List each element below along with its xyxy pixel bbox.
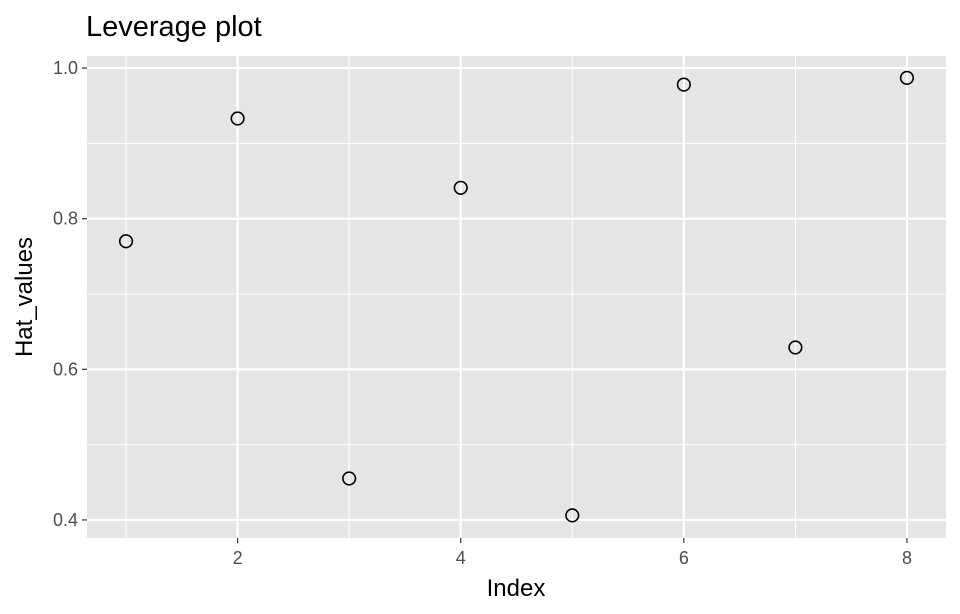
y-axis: 0.4 0.6 0.8 1.0 xyxy=(53,58,87,530)
data-point xyxy=(676,77,691,92)
chart-title: Leverage plot xyxy=(86,11,262,43)
x-axis: 2 4 6 8 xyxy=(233,538,912,568)
x-tick-label: 4 xyxy=(456,548,466,568)
data-point xyxy=(788,340,803,355)
x-tick-label: 2 xyxy=(233,548,243,568)
data-point xyxy=(453,180,468,195)
data-point xyxy=(118,234,134,249)
plot-panel xyxy=(87,56,946,538)
data-point xyxy=(342,471,357,486)
x-tick-label: 8 xyxy=(902,548,912,568)
data-point xyxy=(230,111,245,126)
data-point xyxy=(565,508,580,523)
x-axis-title: Index xyxy=(487,575,546,602)
minor-gridlines xyxy=(87,56,946,538)
y-tick-label: 0.8 xyxy=(53,209,78,229)
data-point xyxy=(899,70,915,85)
data-points xyxy=(118,70,915,523)
y-tick-label: 0.4 xyxy=(53,510,78,530)
x-tick-label: 6 xyxy=(679,548,689,568)
major-gridlines xyxy=(87,56,946,538)
y-tick-label: 1.0 xyxy=(53,58,78,78)
y-axis-title: Hat_values xyxy=(11,237,38,357)
y-tick-label: 0.6 xyxy=(53,359,78,379)
